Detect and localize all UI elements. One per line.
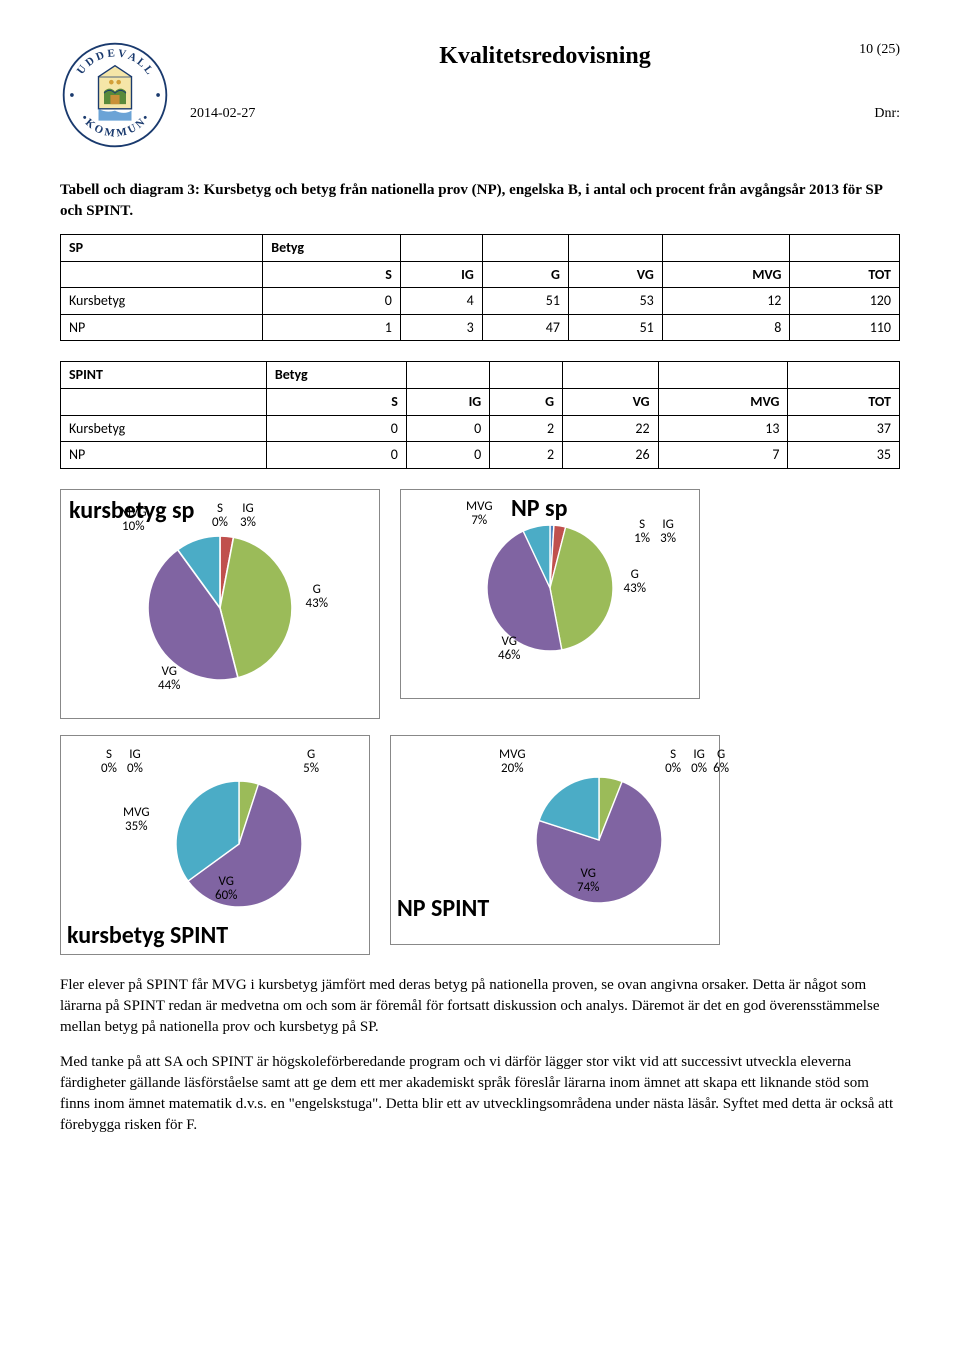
document-header: U D D E V A L L • K O M M U N • Kvalitet… — [60, 40, 900, 150]
table-spint-betyg: Betyg — [266, 362, 406, 389]
page-indicator: 10 (25) — [859, 40, 900, 60]
slice-label-g: G5% — [303, 748, 319, 777]
slice-label-s: S0% — [212, 502, 228, 531]
body-text: Fler elever på SPINT får MVG i kursbetyg… — [60, 975, 900, 1136]
table-caption: Tabell och diagram 3: Kursbetyg och bety… — [60, 180, 900, 222]
slice-label-s: S0% — [101, 748, 117, 777]
table-sp-group: SP — [61, 235, 263, 262]
document-date: 2014-02-27 — [190, 104, 255, 124]
slice-label-s: S0% — [665, 748, 681, 777]
main-title: Kvalitetsredovisning — [190, 40, 900, 74]
pie-chart: MVG7% S1% IG3% G43% VG46% — [480, 518, 620, 658]
slice-label-s: S1% — [634, 518, 650, 547]
slice-label-vg: VG60% — [215, 875, 237, 904]
table-row: Kursbetyg 0 4 51 53 12 120 — [61, 288, 900, 315]
slice-label-vg: VG74% — [577, 867, 599, 896]
slice-label-vg: VG44% — [158, 665, 180, 694]
paragraph-1: Fler elever på SPINT får MVG i kursbetyg… — [60, 975, 900, 1038]
slice-label-mvg: MVG20% — [499, 748, 526, 777]
slice-label-g: G6% — [713, 748, 729, 777]
municipality-logo: U D D E V A L L • K O M M U N • — [60, 40, 170, 150]
chart-np-sp: NP sp MVG7% S1% IG3% G43% VG46% — [400, 489, 700, 699]
pie-chart: S0% IG0% G5% MVG35% VG60% — [169, 774, 309, 914]
table-spint: SPINT Betyg S IG G VG MVG TOT Kursbetyg … — [60, 361, 900, 468]
slice-label-ig: IG0% — [127, 748, 143, 777]
chart-kursbetyg-spint: kursbetyg SPINT S0% IG0% G5% MVG35% VG60… — [60, 735, 370, 955]
table-spint-cols: S IG G VG MVG TOT — [61, 388, 900, 415]
table-sp: SP Betyg S IG G VG MVG TOT Kursbetyg 0 4… — [60, 234, 900, 341]
table-sp-cols: S IG G VG MVG TOT — [61, 261, 900, 288]
table-row: NP 1 3 47 51 8 110 — [61, 314, 900, 341]
slice-label-g: G43% — [624, 568, 646, 597]
pie-chart: MVG10% S0% IG3% G43% VG44% — [140, 528, 300, 688]
chart-title: kursbetyg SPINT — [67, 924, 228, 948]
dnr-label: Dnr: — [874, 104, 900, 124]
chart-np-spint: NP SPINT MVG20% S0% IG0% G6% VG74% — [390, 735, 720, 945]
chart-kursbetyg-sp: kursbetyg sp MVG10% S0% IG3% G43% VG44% — [60, 489, 380, 719]
slice-label-vg: VG46% — [498, 635, 520, 664]
table-spint-group: SPINT — [61, 362, 267, 389]
slice-label-mvg: MVG7% — [466, 500, 493, 529]
slice-label-ig: IG3% — [660, 518, 676, 547]
table-sp-betyg: Betyg — [263, 235, 401, 262]
slice-label-ig: IG3% — [240, 502, 256, 531]
pie-chart: MVG20% S0% IG0% G6% VG74% — [529, 770, 669, 910]
chart-title: NP SPINT — [397, 892, 489, 926]
slice-label-g: G43% — [306, 583, 328, 612]
slice-label-mvg: MVG10% — [120, 506, 147, 535]
slice-label-ig: IG0% — [691, 748, 707, 777]
table-row: Kursbetyg 0 0 2 22 13 37 — [61, 415, 900, 442]
table-row: NP 0 0 2 26 7 35 — [61, 442, 900, 469]
paragraph-2: Med tanke på att SA och SPINT är högskol… — [60, 1052, 900, 1136]
slice-label-mvg: MVG35% — [123, 806, 150, 835]
